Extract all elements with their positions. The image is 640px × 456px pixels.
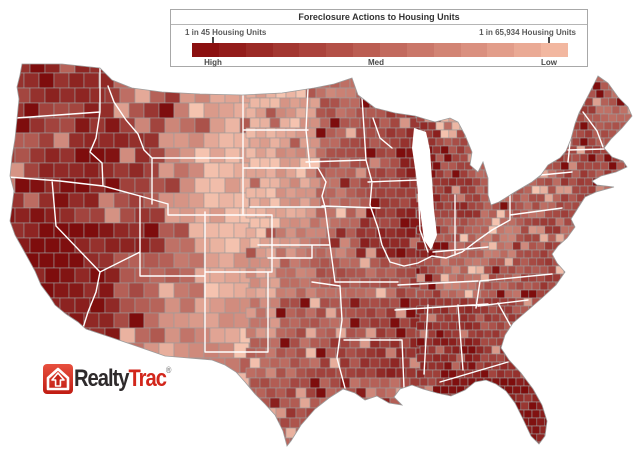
legend-gradient-step <box>218 43 246 57</box>
legend-low-label: Low <box>541 58 557 67</box>
registered-mark: ® <box>165 365 172 375</box>
lake-michigan-shape <box>412 128 437 250</box>
legend-title: Foreclosure Actions to Housing Units <box>171 10 587 25</box>
us-coastline-outline <box>9 63 633 447</box>
logo-text-realty: Realty <box>74 365 129 392</box>
legend-gradient-step <box>245 43 273 57</box>
legend-gradient-step <box>460 43 488 57</box>
legend-left-tick <box>212 37 214 43</box>
logo-wordmark: RealtyTrac® <box>74 363 172 395</box>
legend-left-label: 1 in 45 Housing Units <box>185 28 267 37</box>
legend-gradient-step <box>487 43 515 57</box>
legend-gradient-step <box>326 43 354 57</box>
legend-gradient-step <box>514 43 542 57</box>
legend-gradient-step <box>192 43 219 57</box>
legend-gradient-step <box>272 43 300 57</box>
legend-panel: Foreclosure Actions to Housing Units 1 i… <box>170 9 588 67</box>
legend-gradient-step <box>541 43 569 57</box>
logo-text-trac: Trac <box>128 365 166 392</box>
legend-gradient-step <box>353 43 381 57</box>
legend-gradient-step <box>433 43 461 57</box>
state-borders-layer <box>7 67 605 389</box>
legend-high-label: High <box>204 58 222 67</box>
legend-right-tick <box>548 37 550 43</box>
legend-gradient-bar <box>192 43 569 57</box>
realtytrac-logo: RealtyTrac® <box>42 362 189 396</box>
legend-gradient-step <box>380 43 407 57</box>
legend-right-label: 1 in 65,934 Housing Units <box>479 28 576 37</box>
legend-gradient-step <box>299 43 327 57</box>
legend-gradient-step <box>406 43 434 57</box>
legend-med-label: Med <box>368 58 384 67</box>
county-cells-layer <box>10 64 632 446</box>
house-up-arrow-icon <box>43 364 73 394</box>
